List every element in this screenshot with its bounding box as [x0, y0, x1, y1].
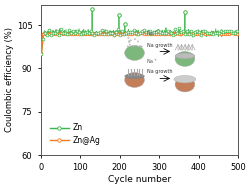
Ellipse shape — [126, 46, 128, 47]
Ellipse shape — [173, 75, 195, 83]
Ellipse shape — [140, 46, 142, 47]
Ellipse shape — [174, 77, 194, 92]
Text: Na$^+$: Na$^+$ — [146, 57, 158, 66]
Ellipse shape — [124, 45, 144, 60]
Ellipse shape — [124, 74, 144, 79]
Text: Na growth: Na growth — [147, 69, 172, 74]
Ellipse shape — [124, 72, 144, 88]
Text: Na$^+$: Na$^+$ — [146, 29, 158, 38]
Ellipse shape — [130, 40, 131, 41]
Ellipse shape — [128, 41, 130, 43]
Ellipse shape — [128, 41, 130, 42]
Text: Na growth: Na growth — [147, 43, 172, 48]
Ellipse shape — [174, 53, 194, 59]
Ellipse shape — [128, 44, 130, 45]
Legend: Zn, Zn@Ag: Zn, Zn@Ag — [46, 120, 103, 148]
X-axis label: Cycle number: Cycle number — [108, 175, 170, 184]
Ellipse shape — [137, 46, 138, 47]
Ellipse shape — [132, 46, 134, 47]
Ellipse shape — [136, 41, 138, 42]
Ellipse shape — [127, 37, 129, 39]
Ellipse shape — [134, 39, 135, 40]
Y-axis label: Coulombic efficiency (%): Coulombic efficiency (%) — [5, 27, 14, 132]
Ellipse shape — [139, 45, 140, 46]
Ellipse shape — [174, 51, 194, 66]
